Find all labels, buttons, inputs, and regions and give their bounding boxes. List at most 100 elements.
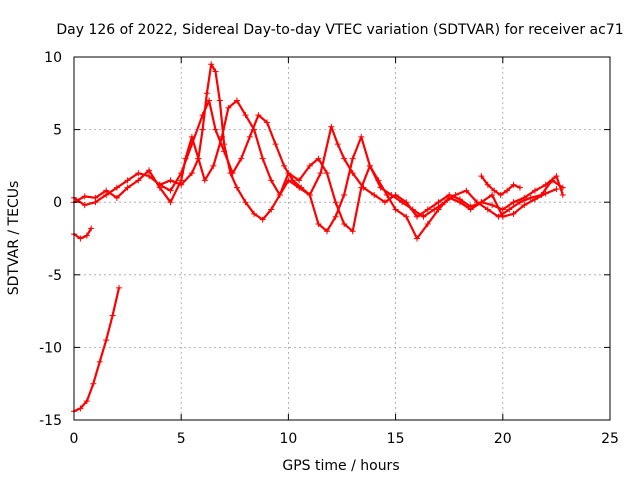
data-point	[221, 148, 228, 155]
data-point	[467, 206, 474, 213]
data-point	[538, 191, 545, 198]
series-layer	[71, 61, 566, 415]
data-point	[431, 206, 438, 213]
y-tick-label: 5	[53, 123, 62, 139]
series-line	[72, 286, 121, 413]
data-point	[188, 170, 195, 177]
data-point	[358, 133, 365, 140]
data-point	[441, 199, 448, 206]
data-point	[255, 112, 262, 119]
data-point	[553, 173, 560, 180]
data-point	[559, 191, 566, 198]
x-tick-label: 20	[494, 431, 512, 447]
data-point	[366, 162, 373, 169]
data-point	[531, 187, 538, 194]
data-point	[77, 235, 84, 242]
grid-layer	[74, 57, 610, 420]
data-point	[371, 191, 378, 198]
y-tick-label: 0	[53, 195, 62, 211]
data-point	[233, 97, 240, 104]
data-point	[463, 187, 470, 194]
data-point	[212, 68, 219, 75]
data-point	[296, 177, 303, 184]
y-tick-label: 10	[44, 50, 62, 66]
data-point	[135, 170, 142, 177]
data-point	[81, 193, 88, 200]
tick-layer: 0 5 10 15 20 25 -15 -10 -5 0 5 10	[39, 50, 619, 447]
x-tick-label: 15	[387, 431, 405, 447]
data-point	[484, 206, 491, 213]
data-point	[113, 194, 120, 201]
data-point	[484, 181, 491, 188]
data-point	[268, 206, 275, 213]
data-point	[218, 133, 225, 140]
data-point	[90, 380, 97, 387]
data-point	[510, 181, 517, 188]
series-line	[72, 227, 93, 240]
data-point	[83, 398, 90, 405]
data-point	[381, 199, 388, 206]
data-point	[178, 170, 185, 177]
series-line	[72, 99, 558, 240]
data-point	[527, 194, 534, 201]
data-point	[495, 213, 502, 220]
series-late-segment	[478, 173, 523, 198]
data-point	[156, 181, 163, 188]
data-point	[242, 199, 249, 206]
data-point	[424, 206, 431, 213]
data-point	[323, 170, 330, 177]
data-point	[420, 213, 427, 220]
data-point	[334, 141, 341, 148]
data-point	[510, 199, 517, 206]
data-point	[456, 199, 463, 206]
data-point	[103, 337, 110, 344]
data-point	[510, 210, 517, 217]
data-point	[489, 191, 496, 198]
data-point	[276, 191, 283, 198]
data-point	[549, 177, 556, 184]
chart-title: Day 126 of 2022, Sidereal Day-to-day VTE…	[56, 22, 623, 38]
data-point	[491, 187, 498, 194]
series-main-trace-3	[156, 97, 566, 235]
data-point	[233, 184, 240, 191]
data-point	[323, 228, 330, 235]
x-tick-label: 10	[279, 431, 297, 447]
data-point	[146, 167, 153, 174]
data-point	[317, 170, 324, 177]
data-point	[332, 199, 339, 206]
data-point	[497, 191, 504, 198]
data-point	[332, 213, 339, 220]
data-point	[167, 177, 174, 184]
data-point	[403, 213, 410, 220]
data-point	[201, 177, 208, 184]
data-point	[349, 170, 356, 177]
data-point	[116, 284, 123, 291]
data-point	[103, 187, 110, 194]
data-point	[435, 199, 442, 206]
data-point	[409, 206, 416, 213]
data-point	[272, 141, 279, 148]
data-point	[553, 186, 560, 193]
series-early-descent	[71, 284, 123, 415]
series-main-trace-2	[71, 97, 560, 242]
data-point	[135, 177, 142, 184]
data-point	[259, 155, 266, 162]
data-point	[109, 312, 116, 319]
data-point	[216, 97, 223, 104]
data-point	[377, 184, 384, 191]
data-point	[210, 162, 217, 169]
y-axis-label: SDTVAR / TECUs	[6, 181, 22, 296]
data-point	[88, 225, 95, 232]
data-point	[83, 232, 90, 239]
data-point	[263, 119, 270, 126]
data-point	[341, 155, 348, 162]
data-point	[474, 199, 481, 206]
data-point	[358, 184, 365, 191]
data-point	[298, 184, 305, 191]
data-point	[199, 126, 206, 133]
data-point	[242, 112, 249, 119]
y-tick-label: -5	[48, 268, 62, 284]
data-point	[559, 184, 566, 191]
data-point	[167, 199, 174, 206]
series-line	[72, 63, 564, 221]
